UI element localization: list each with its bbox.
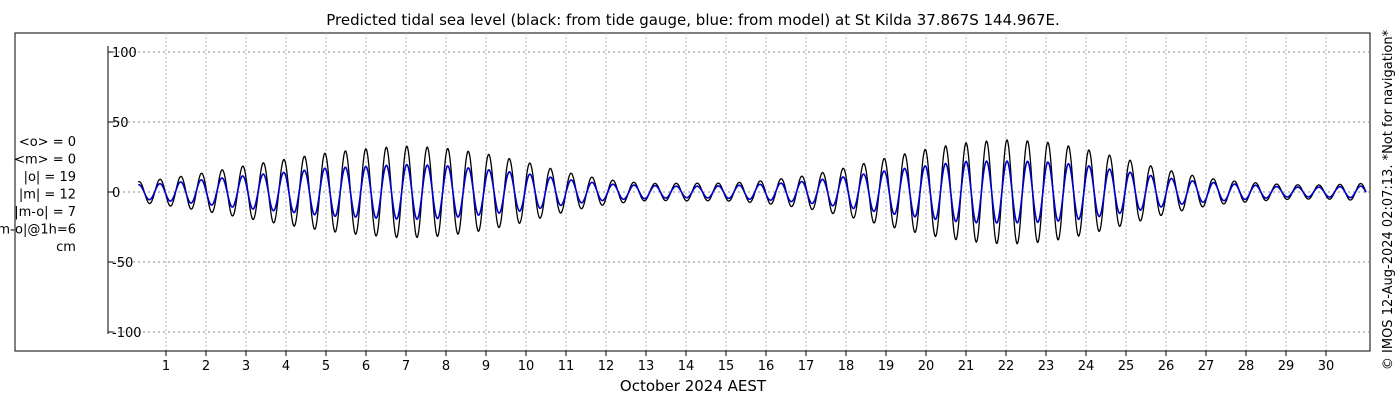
y-axis: 100 50 0 -50 -100 xyxy=(107,46,142,341)
x-tick-label: 20 xyxy=(918,359,935,374)
x-tick-label: 15 xyxy=(718,359,735,374)
x-tick-label: 21 xyxy=(958,359,975,374)
x-tick-label: 3 xyxy=(242,359,250,374)
series-tide-gauge-line xyxy=(137,138,1367,245)
x-tick-label: 14 xyxy=(678,359,695,374)
x-axis-label: October 2024 AEST xyxy=(620,377,767,395)
x-tick-label: 11 xyxy=(558,359,575,374)
x-tick-label: 28 xyxy=(1238,359,1255,374)
stat-line: <o> = 0 xyxy=(19,135,76,150)
x-axis: 1 2 3 4 5 6 7 8 9 10 11 12 13 14 15 16 17 18 19 20 21 22 23 24 2… xyxy=(138,350,1370,374)
x-tick-label: 9 xyxy=(482,359,490,374)
x-tick-label: 17 xyxy=(798,359,815,374)
stats-panel: <o> = 0 <m> = 0 |o| = 19 |m| = 12 |m-o| = 7 |… xyxy=(0,135,76,255)
x-tick-label: 22 xyxy=(998,359,1015,374)
stat-line: cm xyxy=(56,240,76,255)
y-tick-label: 50 xyxy=(112,116,129,131)
x-tick-label: 13 xyxy=(638,359,655,374)
x-tick-label: 1 xyxy=(162,359,170,374)
x-tick-label: 25 xyxy=(1118,359,1135,374)
x-tick-label: 30 xyxy=(1318,359,1335,374)
x-tick-label: 29 xyxy=(1278,359,1295,374)
credit-text: © IMOS 12-Aug-2024 02:07:13. *Not for na… xyxy=(1381,29,1396,370)
stat-line: |o| = 19 xyxy=(24,170,76,185)
series-group xyxy=(137,138,1367,245)
x-tick-label: 8 xyxy=(442,359,450,374)
grid-lines xyxy=(108,33,1370,351)
y-tick-label: 0 xyxy=(112,186,120,201)
x-tick-label: 4 xyxy=(282,359,290,374)
y-tick-label: 100 xyxy=(112,46,137,61)
x-tick-label: 23 xyxy=(1038,359,1055,374)
x-tick-label: 24 xyxy=(1078,359,1095,374)
x-tick-label: 19 xyxy=(878,359,895,374)
y-tick-label: -100 xyxy=(112,326,142,341)
x-tick-label: 5 xyxy=(322,359,330,374)
x-tick-label: 27 xyxy=(1198,359,1215,374)
series-model-line xyxy=(138,160,1367,224)
x-tick-label: 12 xyxy=(598,359,615,374)
x-tick-label: 2 xyxy=(202,359,210,374)
x-tick-label: 6 xyxy=(362,359,370,374)
chart-title: Predicted tidal sea level (black: from t… xyxy=(326,11,1060,29)
x-tick-label: 16 xyxy=(758,359,775,374)
stat-line: |m| = 12 xyxy=(19,188,76,203)
stat-line: |m-o|@1h=6 xyxy=(0,223,76,238)
x-tick-label: 7 xyxy=(402,359,410,374)
stat-line: <m> = 0 xyxy=(14,153,76,168)
y-tick-label: -50 xyxy=(112,256,133,271)
x-tick-label: 18 xyxy=(838,359,855,374)
stat-line: |m-o| = 7 xyxy=(14,205,76,220)
x-tick-label: 10 xyxy=(518,359,535,374)
x-tick-label: 26 xyxy=(1158,359,1175,374)
